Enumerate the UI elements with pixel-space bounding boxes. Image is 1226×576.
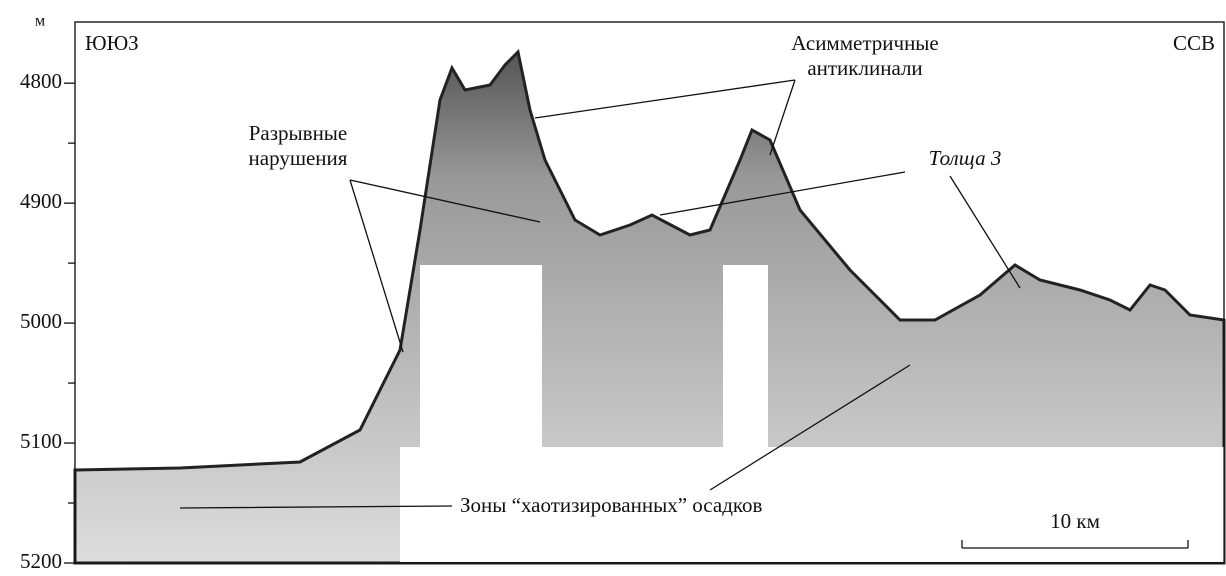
data-gap — [420, 265, 542, 448]
y-tick-label: 5100 — [20, 429, 62, 453]
y-tick-label: 4900 — [20, 189, 62, 213]
depth-axis: 4800 4900 5000 5100 5200 — [20, 69, 75, 571]
annotation: Асимметричные — [791, 31, 939, 55]
annotation: антиклинали — [807, 56, 922, 80]
annotation: нарушения — [249, 146, 348, 170]
y-tick-label: 5000 — [20, 309, 62, 333]
y-tick-label: 5200 — [20, 549, 62, 571]
y-tick-label: 4800 — [20, 69, 62, 93]
axis-unit: м — [35, 13, 45, 30]
direction-label: ЮЮЗ — [85, 31, 139, 55]
scale-label: 10 км — [1050, 509, 1100, 533]
direction-label: ССВ — [1173, 31, 1215, 55]
annotation: Зоны “хаотизированных” осадков — [460, 493, 763, 517]
data-gap — [723, 265, 768, 448]
annotation: Разрывные — [249, 121, 348, 145]
figure: м 4800 4900 5000 5100 5200 ЮЮЗ ССВ Асимметри… — [0, 0, 1226, 571]
annotation: Толща 3 — [929, 146, 1002, 170]
